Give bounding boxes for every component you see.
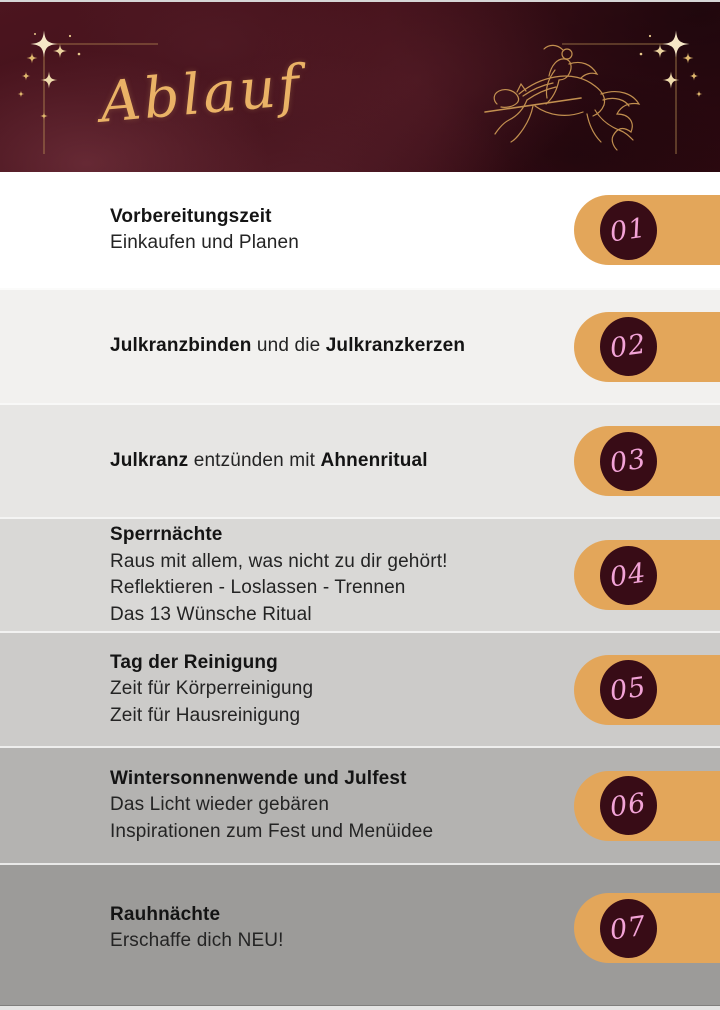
step-number: 01 [608,212,649,248]
step-title: Ahnenritual [320,449,428,471]
step-number-badge: 05 [600,660,657,719]
step-text: Rauhnächte Erschaffe dich NEU! [110,902,284,955]
step-title: Sperrnächte [110,524,223,545]
step-line: Zeit für Körperreinigung [110,678,314,700]
horse-rider-icon [484,44,641,151]
header-banner: Ablauf [0,2,720,172]
step-row-03: Julkranz entzünden mit Ahnenritual 03 [0,403,720,517]
step-number-pill: 07 [574,893,720,963]
step-line: Erschaffe dich NEU! [110,930,284,951]
step-number-badge: 03 [600,431,657,491]
step-title: Tag der Reinigung [110,651,278,673]
step-number-badge: 04 [600,545,657,605]
step-number-badge: 01 [600,200,657,260]
step-line: Das Licht wieder gebären [110,794,330,816]
step-text: Vorbereitungszeit Einkaufen und Planen [110,204,299,257]
step-number-pill: 03 [574,426,720,496]
step-text: Julkranz entzünden mit Ahnenritual [110,448,428,475]
step-text: Julkranzbinden und die Julkranzkerzen [110,333,465,360]
step-line: Inspirationen zum Fest und Menüidee [110,820,434,842]
step-title: Vorbereitungszeit [110,205,272,227]
step-number: 04 [608,557,649,593]
step-number-pill: 04 [574,540,720,610]
step-title: Wintersonnenwende und Julfest [110,767,407,789]
step-title: Julkranz [110,449,189,471]
bottom-edge-line [0,1005,720,1010]
step-number: 07 [608,910,649,946]
step-row-05: Tag der Reinigung Zeit für Körperreinigu… [0,631,720,746]
step-line: Raus mit allem, was nicht zu dir gehört! [110,550,448,572]
step-number-pill: 01 [574,195,720,265]
step-number-badge: 06 [600,776,657,835]
step-row-01: Vorbereitungszeit Einkaufen und Planen 0… [0,172,720,288]
step-number: 03 [608,443,649,479]
step-number-pill: 02 [574,311,720,382]
step-title: Julkranzkerzen [325,335,466,357]
step-line: und die [251,335,326,357]
top-edge-line [0,0,720,2]
sparkles-right-icon [562,30,703,154]
step-number: 05 [608,671,649,708]
step-line: Das 13 Wünsche Ritual [110,603,312,625]
step-number: 02 [608,328,649,365]
step-number: 06 [608,787,649,824]
step-row-06: Wintersonnenwende und Julfest Das Licht … [0,746,720,863]
step-text: Tag der Reinigung Zeit für Körperreinigu… [110,650,313,730]
step-row-04: Sperrnächte Raus mit allem, was nicht zu… [0,517,720,631]
step-text: Wintersonnenwende und Julfest Das Licht … [110,766,433,846]
step-number-badge: 02 [600,317,657,376]
step-text: Sperrnächte Raus mit allem, was nicht zu… [110,522,448,628]
step-line: entzünden mit [188,449,321,471]
step-title: Julkranzbinden [110,335,252,357]
step-row-02: Julkranzbinden und die Julkranzkerzen 02 [0,288,720,403]
step-number-pill: 06 [574,770,720,841]
step-line: Reflektieren - Loslassen - Trennen [110,577,406,598]
step-line: Einkaufen und Planen [110,232,299,253]
step-number-pill: 05 [574,654,720,725]
step-title: Rauhnächte [110,903,221,925]
step-line: Zeit für Hausreinigung [110,704,301,726]
step-number-badge: 07 [600,898,657,958]
sparkles-left-icon [17,30,158,154]
step-row-07: Rauhnächte Erschaffe dich NEU! 07 [0,863,720,1005]
